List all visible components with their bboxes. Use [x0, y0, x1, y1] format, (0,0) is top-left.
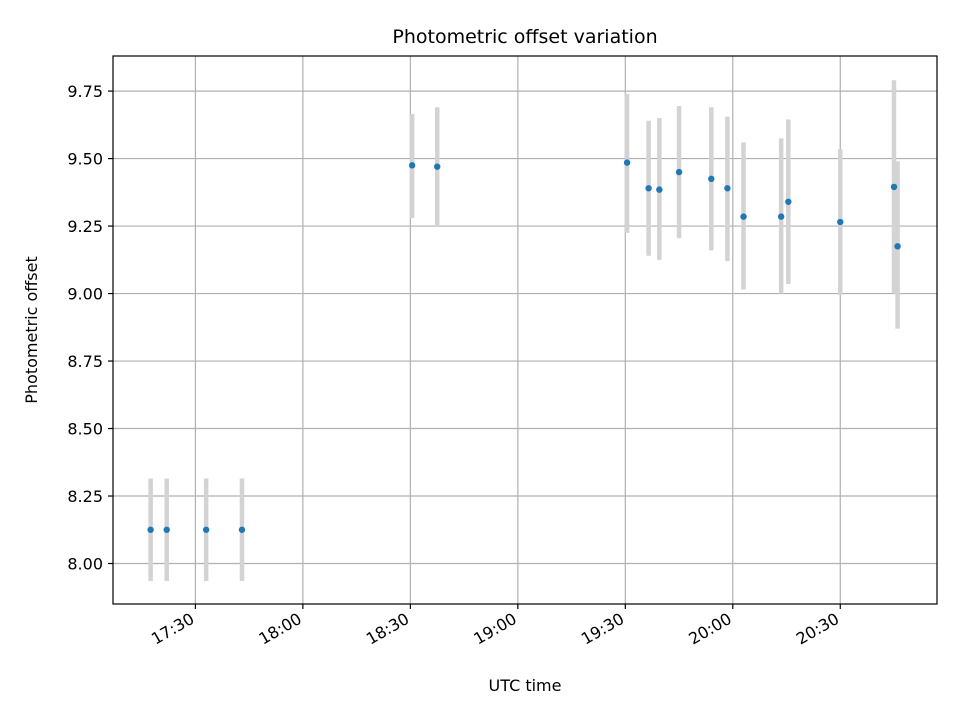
x-tick-label: 19:00	[470, 609, 519, 649]
data-point	[740, 213, 747, 220]
y-tick-label: 8.75	[67, 352, 103, 371]
data-point	[434, 163, 441, 170]
point-layer	[147, 159, 901, 533]
data-point	[408, 162, 416, 169]
chart-title: Photometric offset variation	[392, 26, 657, 48]
y-tick-label: 8.00	[67, 555, 103, 574]
data-point	[147, 526, 154, 533]
y-tick-label: 9.50	[67, 150, 103, 169]
x-tick-label: 20:30	[793, 609, 842, 649]
data-point	[163, 526, 170, 533]
plot-frame	[112, 55, 938, 605]
x-tick-label: 18:00	[255, 609, 304, 649]
data-point	[656, 186, 663, 193]
data-point	[837, 218, 844, 226]
x-tick-label: 18:30	[363, 609, 412, 649]
y-tick-label: 8.25	[67, 487, 103, 506]
data-point	[785, 198, 792, 205]
data-point	[777, 213, 785, 220]
data-point	[724, 185, 731, 192]
x-tick-label: 20:00	[685, 609, 734, 649]
data-point	[645, 185, 652, 192]
errorbar-layer	[148, 80, 900, 582]
x-ticks: 17:30 18:00 18:30 19:00 19:30 20:00 20:30	[148, 604, 842, 649]
x-tick-label: 17:30	[148, 609, 197, 649]
data-point	[708, 175, 715, 183]
data-point	[675, 168, 683, 176]
x-axis-label: UTC time	[489, 676, 562, 695]
y-ticks: 8.00 8.25 8.50 8.75 9.00 9.25 9.50 9.75	[67, 82, 113, 574]
data-point	[894, 243, 901, 250]
data-point	[623, 159, 631, 166]
y-tick-label: 9.25	[67, 217, 103, 236]
data-point	[890, 183, 898, 191]
x-tick-label: 19:30	[578, 609, 627, 649]
y-tick-label: 9.75	[67, 82, 103, 101]
data-point	[202, 526, 210, 533]
y-axis-label: Photometric offset	[22, 256, 41, 404]
y-tick-label: 9.00	[67, 285, 103, 304]
grid-layer	[113, 56, 937, 604]
data-point	[238, 526, 246, 533]
y-tick-label: 8.50	[67, 420, 103, 439]
